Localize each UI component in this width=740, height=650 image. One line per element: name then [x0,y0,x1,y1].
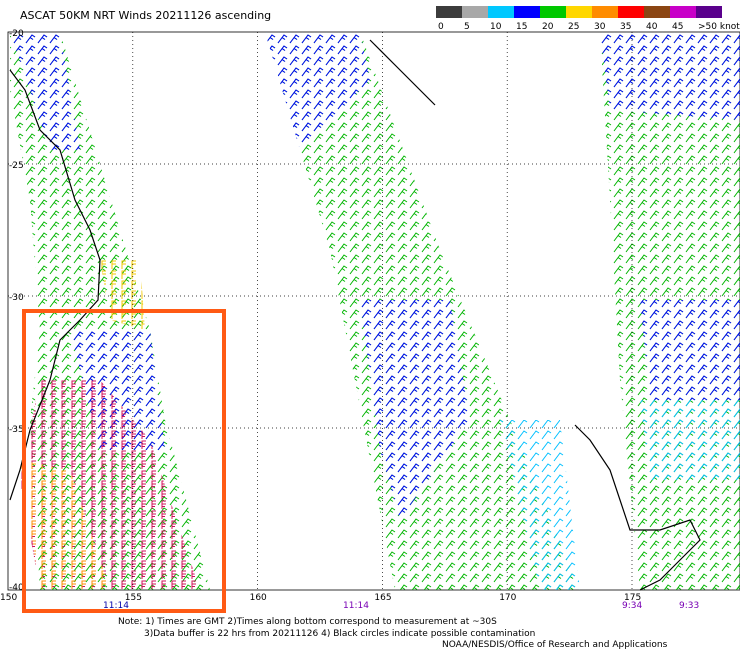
grid [8,32,740,590]
colorbar-label: 10 [490,22,502,32]
footnote: NOAA/NESDIS/Office of Research and Appli… [442,640,668,650]
footnote: Note: 1) Times are GMT 2)Times along bot… [118,617,497,627]
pass-time: 9:33 [679,601,699,611]
footnote: 3)Data buffer is 22 hrs from 20211126 4)… [144,629,535,639]
map-area [7,31,740,591]
lon-label: 170 [499,593,516,603]
highlight-box [22,309,226,613]
colorbar-swatch [514,6,540,18]
colorbar-swatch [644,6,670,18]
pass-time: 9:34 [622,601,642,611]
lat-label: -40 [9,583,24,593]
colorbar-label: 45 [672,22,683,32]
lat-label: -35 [9,425,24,435]
map-title: ASCAT 50KM NRT Winds 20211126 ascending [20,9,271,22]
lon-label: 175 [624,593,641,603]
colorbar-swatch [566,6,592,18]
colorbar-label: >50 knots [698,22,740,32]
lon-label: 165 [374,593,391,603]
colorbar-swatch [618,6,644,18]
colorbar-swatch [592,6,618,18]
lon-label: 150 [0,593,17,603]
colorbar-label: 25 [568,22,579,32]
colorbar-swatch [540,6,566,18]
colorbar-label: 20 [542,22,554,32]
colorbar-label: 0 [438,22,444,32]
lat-label: -30 [9,293,24,303]
lat-label: -20 [9,29,24,39]
colorbar-label: 35 [620,22,631,32]
colorbar-swatch [488,6,514,18]
pass-time: 11:14 [343,601,369,611]
colorbar-label: 5 [464,22,470,32]
colorbar-swatch [436,6,462,18]
colorbar-swatch [696,6,722,18]
colorbar-label: 30 [594,22,606,32]
lon-label: 160 [250,593,267,603]
colorbar-swatch [462,6,488,18]
colorbar-swatch [670,6,696,18]
pass-time: 11:14 [103,601,129,611]
lat-label: -25 [9,161,24,171]
colorbar-label: 40 [646,22,658,32]
colorbar-label: 15 [516,22,527,32]
lon-label: 155 [125,593,142,603]
